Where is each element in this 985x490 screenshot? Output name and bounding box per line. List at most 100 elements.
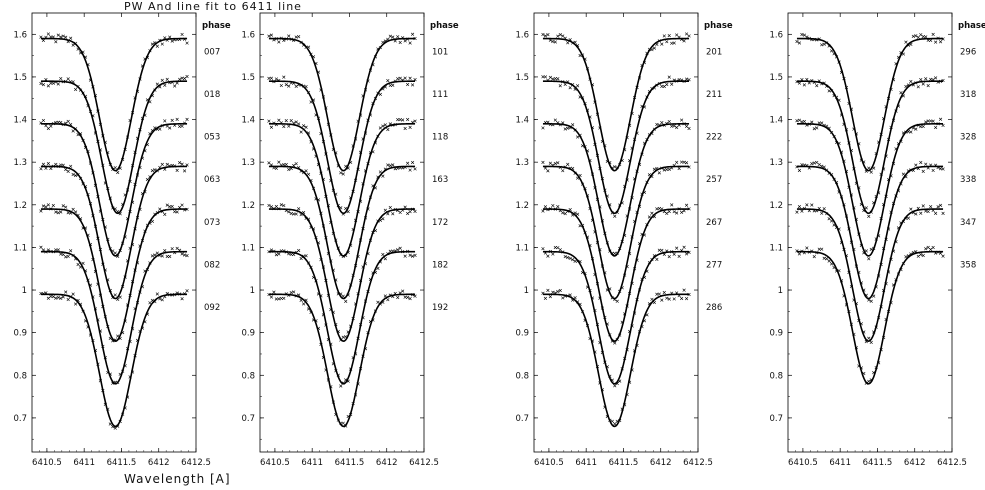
data-point <box>618 163 622 167</box>
data-point <box>684 203 689 207</box>
data-point <box>98 148 102 152</box>
data-point <box>282 124 286 129</box>
data-point <box>546 288 550 292</box>
data-point <box>39 81 43 86</box>
data-point <box>324 368 328 372</box>
data-point <box>825 212 829 216</box>
data-point <box>316 162 321 167</box>
data-point <box>911 210 915 215</box>
data-point <box>916 206 920 211</box>
data-point <box>936 205 940 209</box>
data-point <box>879 216 883 221</box>
data-point <box>130 111 135 115</box>
data-point <box>847 101 851 106</box>
data-point <box>672 210 676 214</box>
data-point <box>148 221 152 225</box>
data-point <box>103 268 107 272</box>
data-points-267 <box>541 203 691 345</box>
data-point <box>121 330 125 335</box>
phase-label-328: 328 <box>960 133 976 143</box>
data-point <box>931 168 935 173</box>
data-point <box>849 107 854 111</box>
data-point <box>331 310 335 314</box>
data-point <box>329 385 333 389</box>
data-point <box>936 80 940 84</box>
data-point <box>687 207 691 211</box>
data-point <box>349 367 353 371</box>
data-point <box>284 119 288 123</box>
data-point <box>576 135 580 139</box>
data-point <box>74 302 78 306</box>
data-point <box>269 163 274 167</box>
data-point <box>406 295 410 300</box>
data-point <box>78 132 83 136</box>
data-point <box>59 296 63 300</box>
data-point <box>272 249 276 253</box>
data-point <box>906 216 910 220</box>
data-point <box>625 214 629 218</box>
data-point <box>684 77 689 81</box>
data-point <box>351 273 355 277</box>
data-point <box>178 77 182 81</box>
data-point <box>628 329 632 334</box>
data-point <box>618 379 622 383</box>
data-point <box>558 123 562 127</box>
data-point <box>148 100 152 104</box>
data-point <box>862 288 866 292</box>
data-point <box>371 184 375 188</box>
data-point <box>269 125 274 129</box>
data-point <box>349 243 353 247</box>
data-point <box>329 220 333 225</box>
data-point <box>302 84 306 88</box>
data-point <box>662 252 666 256</box>
data-point <box>168 81 172 85</box>
data-point <box>366 289 370 294</box>
data-point <box>576 84 580 88</box>
data-point <box>563 82 567 86</box>
data-point <box>83 55 88 59</box>
data-point <box>398 210 402 215</box>
data-point <box>314 61 318 66</box>
y-tick-label: 0.7 <box>769 414 783 424</box>
data-point <box>148 261 152 265</box>
data-point <box>934 211 938 215</box>
data-point <box>358 113 363 117</box>
data-point <box>899 267 903 272</box>
data-point <box>543 251 548 255</box>
data-point <box>854 264 858 268</box>
data-point <box>635 169 639 173</box>
data-point <box>934 163 938 167</box>
data-point <box>368 151 373 155</box>
data-point <box>339 338 343 342</box>
data-point <box>294 162 298 166</box>
data-point <box>670 41 674 45</box>
data-point <box>662 123 666 127</box>
data-point <box>578 133 582 137</box>
data-point <box>645 95 649 99</box>
data-point <box>148 301 152 305</box>
x-tick-label: 6410.5 <box>260 458 290 468</box>
data-point <box>294 212 298 216</box>
data-point <box>672 297 676 301</box>
data-point <box>603 360 607 364</box>
x-tick-label: 6411 <box>301 458 323 468</box>
fit-line-211 <box>542 80 690 215</box>
data-point <box>588 158 592 163</box>
data-point <box>59 252 63 256</box>
y-tick-label: 0.7 <box>241 414 255 424</box>
data-point <box>413 209 417 213</box>
data-point <box>600 351 604 355</box>
data-point <box>667 119 671 124</box>
data-point <box>126 395 130 399</box>
plot-frame <box>31 12 197 453</box>
data-point <box>598 205 602 209</box>
data-point <box>795 80 799 84</box>
data-point <box>269 76 274 80</box>
data-point <box>69 122 73 127</box>
data-point <box>906 254 910 258</box>
data-point <box>294 84 298 88</box>
data-point <box>297 248 301 253</box>
data-point <box>687 34 691 38</box>
data-point <box>556 121 560 125</box>
data-point <box>336 373 340 377</box>
